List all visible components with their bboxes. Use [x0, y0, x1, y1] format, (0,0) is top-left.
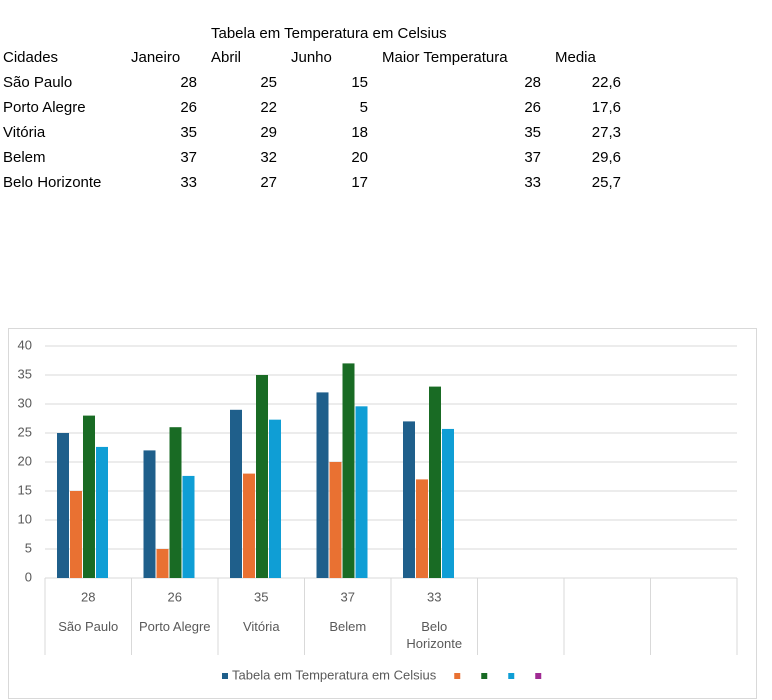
- bar: [70, 491, 82, 578]
- column-header: Junho: [291, 49, 332, 66]
- row-label: Vitória: [3, 124, 46, 141]
- cell: 28: [180, 74, 197, 91]
- x-tick-label: 37: [341, 589, 355, 604]
- x-tick-label: Porto Alegre: [138, 619, 211, 634]
- y-tick-label: 15: [18, 482, 32, 497]
- column-header: Maior Temperatura: [382, 49, 508, 66]
- cell: 26: [180, 99, 197, 116]
- bar: [269, 419, 281, 578]
- legend-swatch: [222, 673, 228, 679]
- bar: [243, 473, 255, 578]
- x-tick-label-group: Vitória: [242, 619, 280, 634]
- x-tick-label: 35: [254, 589, 268, 604]
- table-title: Tabela em Temperatura em Celsius: [211, 25, 447, 42]
- bar: [342, 363, 355, 578]
- cell: 18: [351, 124, 368, 141]
- x-tick-label: Belem: [329, 619, 367, 634]
- bar: [96, 446, 108, 578]
- x-tick-label: São Paulo: [58, 619, 119, 634]
- row-label: Porto Alegre: [3, 99, 86, 116]
- bar: [355, 406, 368, 578]
- legend-swatch: [454, 673, 461, 679]
- column-header: Janeiro: [131, 49, 181, 66]
- cell: 27: [260, 174, 277, 191]
- cell: 17: [351, 174, 368, 191]
- cell: 5: [359, 99, 368, 116]
- y-tick-label: 5: [25, 540, 32, 555]
- x-tick-label: 33: [427, 589, 441, 604]
- bar: [169, 427, 182, 578]
- column-header: Media: [555, 49, 596, 66]
- x-tick-label: Vitória: [242, 619, 280, 634]
- cell: 15: [351, 74, 368, 91]
- bar: [416, 479, 428, 578]
- y-tick-label: 20: [18, 453, 32, 468]
- bar: [143, 450, 156, 578]
- row-label: São Paulo: [3, 74, 73, 91]
- cell: 22: [260, 99, 277, 116]
- y-tick-label: 40: [18, 337, 32, 352]
- legend-swatch: [535, 673, 542, 679]
- cell: 35: [180, 124, 197, 141]
- cell: 33: [180, 174, 197, 191]
- bar: [403, 421, 415, 578]
- x-tick-label-group: São Paulo: [58, 619, 119, 634]
- cell: 25: [260, 74, 277, 91]
- cell: 29,6: [591, 149, 621, 166]
- cell: 29: [260, 124, 277, 141]
- y-tick-label: 35: [18, 366, 32, 381]
- x-tick-label-group: Porto Alegre: [138, 619, 211, 634]
- bar: [182, 475, 195, 578]
- cell: 26: [524, 99, 541, 116]
- legend-swatch: [481, 673, 488, 679]
- x-tick-label-group: Belem: [329, 619, 367, 634]
- x-tick-label-group: Belo Horizonte: [406, 619, 463, 651]
- bar: [83, 415, 95, 578]
- row-label: Belem: [3, 149, 46, 166]
- y-tick-label: 25: [18, 424, 32, 439]
- chart-frame: [8, 328, 757, 699]
- bar: [316, 392, 329, 578]
- cell: 22,6: [591, 74, 621, 91]
- bar: [256, 375, 268, 578]
- legend-label: Tabela em Temperatura em Celsius: [232, 667, 437, 682]
- legend-swatch: [508, 673, 515, 679]
- cell: 37: [180, 149, 197, 166]
- row-label: Belo Horizonte: [3, 174, 102, 191]
- cell: 37: [524, 149, 541, 166]
- cell: 27,3: [591, 124, 621, 141]
- cell: 35: [524, 124, 541, 141]
- bar: [429, 386, 441, 578]
- y-tick-label: 30: [18, 395, 32, 410]
- cell: 25,7: [591, 174, 621, 191]
- bar: [156, 549, 169, 578]
- cell: 28: [524, 74, 541, 91]
- y-tick-label: 0: [25, 569, 32, 584]
- column-header: Cidades: [3, 49, 59, 66]
- bar: [329, 462, 342, 578]
- cell: 20: [351, 149, 368, 166]
- column-header: Abril: [211, 49, 242, 66]
- y-tick-label: 10: [18, 511, 32, 526]
- x-tick-label: Belo Horizonte: [406, 619, 463, 651]
- bar: [442, 428, 454, 578]
- bar: [57, 433, 69, 578]
- cell: 32: [260, 149, 277, 166]
- x-tick-label: 26: [168, 589, 182, 604]
- cell: 17,6: [591, 99, 621, 116]
- x-tick-label: 28: [81, 589, 95, 604]
- cell: 33: [524, 174, 541, 191]
- bar: [230, 409, 242, 578]
